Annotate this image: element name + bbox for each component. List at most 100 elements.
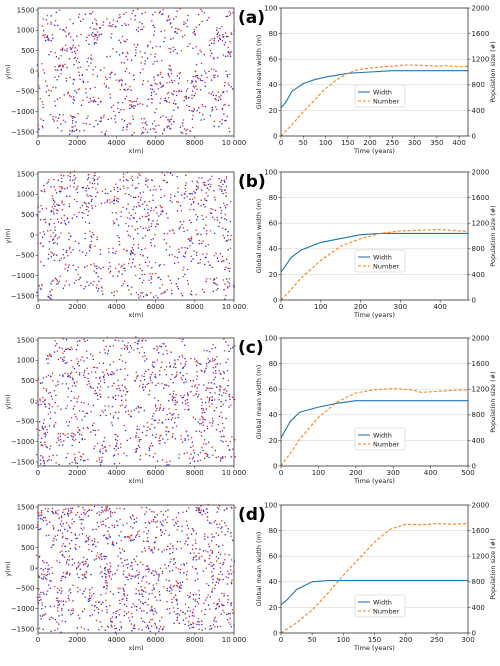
scatter-point-red [108,572,110,574]
scatter-point-red [73,439,75,442]
scatter-point-blue [135,521,138,523]
scatter-point-red [145,227,147,229]
scatter-point-blue [73,182,76,184]
scatter-point-blue [193,31,196,33]
scatter-point-red [74,178,76,181]
scatter-point-blue [211,590,213,593]
scatter-point-red [184,252,187,255]
scatter-point-blue [86,558,88,560]
scatter-point-red [76,49,79,51]
scatter-point-blue [117,565,120,567]
scatter-point-red [197,362,199,364]
scatter-point-blue [195,555,197,557]
scatter-point-red [119,608,121,611]
scatter-point-red [109,93,111,95]
scatter-point-blue [169,51,172,54]
scatter-point-red [47,564,50,566]
scatter-point-red [229,441,232,443]
scatter-point-blue [176,599,178,602]
scatter-point-blue [70,435,73,437]
scatter-point-blue [110,36,112,39]
scatter-point-blue [131,616,134,618]
scatter-point-red [85,512,87,514]
scatter-point-blue [192,85,195,87]
scatter-point-red [60,232,62,234]
scatter-point-blue [130,266,133,268]
scatter-point-blue [217,582,220,584]
scatter-point-blue [121,265,123,267]
scatter-point-red [149,508,151,511]
scatter-point-blue [86,205,88,208]
scatter-point-red [113,186,115,189]
scatter-point-red [88,34,90,37]
scatter-point-blue [115,616,118,618]
scatter-point-blue [48,94,51,97]
scatter-point-blue [152,34,155,36]
scatter-point-red [169,197,172,199]
scatter-frame [37,7,235,137]
scatter-point-red [116,107,119,110]
scatter-point-red [148,546,150,548]
scatter-point-red [103,445,106,448]
scatter-point-blue [113,294,115,297]
scatter-point-blue [61,607,63,610]
scatter-point-red [192,114,194,117]
scatter-point-blue [167,418,170,421]
scatter-point-red [186,451,188,454]
scatter-point-red [74,534,77,537]
scatter-point-red [86,184,89,187]
scatter-point-red [43,218,45,221]
scatter-xlabel: x(m) [128,147,143,155]
scatter-point-blue [151,572,153,574]
scatter-point-red [91,236,93,239]
scatter-point-red [126,51,128,54]
scatter-point-blue [224,119,226,122]
scatter-point-blue [208,70,210,72]
scatter-point-blue [116,524,119,527]
scatter-point-blue [176,540,179,543]
scatter-point-blue [213,383,216,385]
scatter-point-red [149,619,152,621]
scatter-point-red [138,592,141,595]
scatter-point-blue [63,350,66,353]
scatter-point-red [186,87,189,90]
scatter-point-red [219,567,222,569]
scatter-point-blue [125,55,127,58]
scatter-point-blue [152,456,155,458]
scatter-xtick-label: 10 000 [222,636,247,644]
scatter-point-red [51,289,53,291]
scatter-point-red [222,403,224,406]
scatter-point-blue [186,247,189,249]
scatter-point-red [158,419,161,421]
scatter-point-red [91,614,94,616]
scatter-point-red [69,376,71,378]
scatter-xlabel: x(m) [128,311,143,319]
scatter-point-red [92,366,95,369]
scatter-point-red [43,419,45,421]
scatter-point-blue [204,370,206,372]
scatter-point-blue [190,203,193,206]
scatter-point-blue [183,197,186,199]
scatter-point-red [98,456,101,459]
scatter-point-red [173,390,175,393]
scatter-point-red [70,359,72,362]
scatter-point-red [118,79,121,81]
scatter-point-blue [47,257,50,260]
scatter-point-blue [145,591,147,593]
scatter-point-red [151,592,153,595]
scatter-point-blue [162,407,165,410]
scatter-point-red [192,608,195,611]
scatter-point-blue [136,187,138,189]
scatter-point-blue [204,401,207,404]
scatter-point-blue [144,386,147,388]
scatter-point-blue [108,251,110,253]
scatter-point-blue [124,83,127,85]
scatter-point-red [143,372,146,375]
scatter-point-red [147,626,150,629]
scatter-point-blue [219,570,222,573]
scatter-xtick-label: 4000 [107,303,125,311]
scatter-point-red [61,48,64,50]
scatter-point-blue [100,267,102,270]
scatter-point-blue [178,585,181,588]
scatter-point-blue [179,126,182,128]
